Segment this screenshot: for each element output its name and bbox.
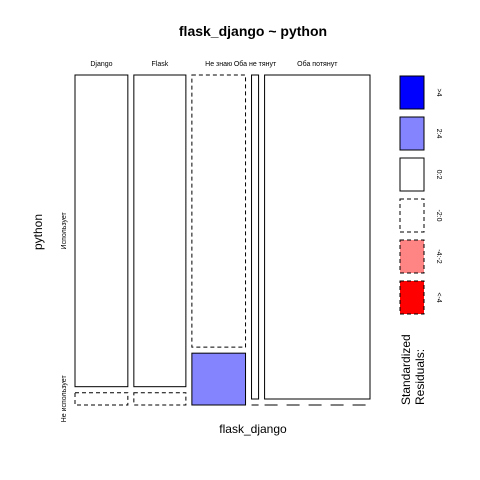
chart-title: flask_django ~ python <box>179 23 327 39</box>
legend-swatch <box>399 75 425 110</box>
mosaic-cell <box>74 392 129 406</box>
mosaic-cell <box>191 352 247 406</box>
legend-swatch <box>399 198 425 233</box>
mosaic-cells: Django Flask Не знаю Оба не тянут Оба потяну… <box>61 60 371 423</box>
x-category-label: Flask <box>151 61 168 68</box>
x-category-label: Django <box>90 61 112 68</box>
mosaic-cell <box>191 74 247 348</box>
x-category-label: Не знаю <box>205 61 232 68</box>
legend-title: Standardized <box>399 334 413 405</box>
legend-swatch <box>399 280 425 315</box>
x-category-label: Оба не тянут <box>234 60 277 68</box>
legend-item-label: 2:4 <box>435 129 442 139</box>
legend-swatch <box>399 239 425 274</box>
legend-swatch <box>399 116 425 151</box>
legend-swatch <box>399 157 425 192</box>
y-axis-label: python <box>31 214 45 250</box>
legend-item-label: <-4 <box>435 292 442 302</box>
legend-item-label: 0:2 <box>435 170 442 180</box>
legend-item-label: -4:-2 <box>435 249 442 264</box>
y-category-label: Не использует <box>61 375 68 423</box>
mosaic-cell <box>251 74 260 400</box>
mosaic-cell <box>133 74 187 388</box>
mosaic-cell <box>264 74 371 400</box>
mosaic-cell <box>133 392 187 406</box>
legend-item-label: >4 <box>435 89 442 97</box>
legend: >4 2:4 0:2 -2:0 -4:-2 <-4 Standardized Residual… <box>399 75 442 405</box>
legend-title: Residuals: <box>413 349 427 405</box>
x-category-label: Оба потянут <box>297 60 338 68</box>
x-axis-label: flask_django <box>219 422 287 436</box>
mosaic-cell <box>74 74 129 388</box>
y-category-label: Использует <box>61 211 68 249</box>
legend-item-label: -2:0 <box>435 209 442 221</box>
